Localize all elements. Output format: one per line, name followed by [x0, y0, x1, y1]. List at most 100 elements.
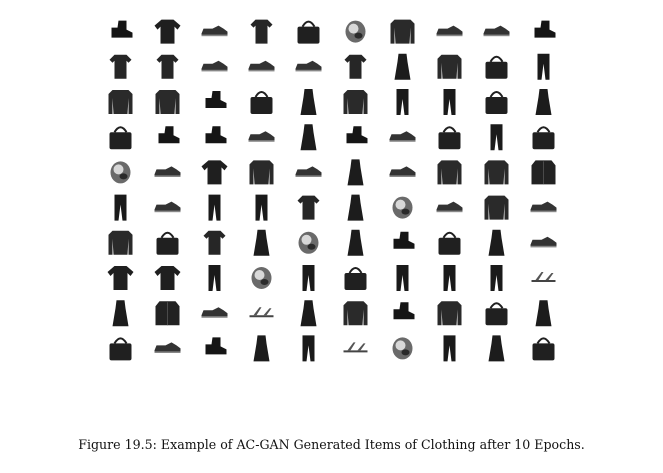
generated-pullover-image — [437, 160, 462, 185]
figure-caption: Figure 19.5: Example of AC-GAN Generated… — [78, 437, 585, 452]
generated-bag-image — [485, 91, 508, 114]
generated-trouser-image — [396, 89, 409, 115]
generated-sandal-image — [249, 307, 274, 318]
generated-sneaker-image — [295, 166, 322, 177]
generated-dress-image — [347, 194, 364, 221]
generated-boot-image — [205, 337, 227, 355]
generated-bag-image — [532, 126, 555, 150]
generated-dress-image — [253, 229, 270, 256]
generated-blurry-image — [392, 337, 413, 360]
generated-shirt-image — [201, 160, 228, 185]
generated-sneaker-image — [436, 25, 463, 37]
generated-top-image — [297, 195, 320, 220]
generated-pullover-image — [390, 19, 415, 44]
generated-top-image — [203, 230, 226, 255]
generated-dress-image — [253, 335, 270, 362]
generated-sneaker-image — [295, 60, 322, 72]
generated-pullover-image — [484, 195, 509, 220]
generated-coat-image — [155, 301, 180, 326]
generated-sneaker-image — [530, 201, 557, 213]
generated-top-image — [109, 54, 132, 79]
generated-sandal-image — [531, 272, 556, 282]
generated-boot-image — [346, 126, 368, 144]
generated-top-image — [344, 54, 367, 79]
generated-shirt-image — [154, 266, 181, 290]
generated-dress-image — [347, 159, 364, 186]
generated-bag-image — [532, 337, 555, 361]
generated-bag-image — [109, 126, 132, 150]
generated-bag-image — [297, 20, 320, 44]
generated-bag-image — [344, 267, 367, 290]
generated-clothing-grid — [107, 19, 557, 362]
generated-sneaker-image — [154, 166, 181, 177]
generated-sneaker-image — [248, 131, 275, 142]
generated-boot-image — [393, 302, 415, 320]
generated-bag-image — [156, 231, 179, 255]
generated-sneaker-image — [483, 25, 510, 37]
generated-pullover-image — [249, 160, 274, 185]
generated-trouser-image — [490, 124, 503, 151]
generated-sneaker-image — [154, 342, 181, 353]
generated-sandal-image — [343, 342, 368, 353]
generated-pullover-image — [437, 54, 462, 79]
generated-sneaker-image — [436, 201, 463, 213]
generated-trouser-image — [208, 194, 221, 221]
generated-sneaker-image — [201, 25, 228, 37]
generated-pullover-image — [108, 90, 133, 114]
generated-boot-image — [158, 126, 180, 144]
generated-shirt-image — [107, 266, 134, 290]
generated-pullover-image — [108, 230, 133, 255]
generated-trouser-image — [302, 335, 315, 362]
generated-sneaker-image — [530, 236, 557, 248]
generated-sneaker-image — [201, 307, 228, 318]
generated-shirt-image — [154, 19, 181, 44]
generated-dress-image — [300, 300, 317, 327]
generated-blurry-image — [251, 267, 272, 289]
generated-trouser-image — [443, 335, 456, 362]
generated-coat-image — [531, 160, 556, 185]
generated-trouser-image — [396, 265, 409, 291]
generated-blurry-image — [110, 161, 131, 184]
generated-pullover-image — [343, 90, 368, 114]
generated-trouser-image — [302, 265, 315, 291]
generated-sneaker-image — [248, 60, 275, 72]
generated-boot-image — [534, 20, 556, 38]
generated-top-image — [156, 54, 179, 79]
generated-trouser-image — [255, 194, 268, 221]
generated-bag-image — [109, 337, 132, 361]
generated-dress-image — [488, 229, 505, 256]
generated-sneaker-image — [154, 201, 181, 213]
generated-dress-image — [300, 124, 317, 151]
generated-bag-image — [438, 126, 461, 150]
generated-sneaker-image — [389, 166, 416, 177]
generated-sneaker-image — [389, 131, 416, 142]
generated-bag-image — [438, 231, 461, 255]
generated-boot-image — [205, 91, 227, 108]
generated-dress-image — [535, 89, 552, 115]
generated-dress-image — [535, 300, 552, 327]
generated-pullover-image — [484, 160, 509, 185]
generated-dress-image — [347, 229, 364, 256]
generated-bag-image — [250, 91, 273, 114]
generated-bag-image — [485, 55, 508, 79]
generated-trouser-image — [443, 265, 456, 291]
generated-trouser-image — [443, 89, 456, 115]
generated-pullover-image — [343, 301, 368, 326]
generated-boot-image — [111, 20, 133, 38]
generated-trouser-image — [114, 194, 127, 221]
generated-boot-image — [205, 126, 227, 144]
generated-dress-image — [488, 335, 505, 362]
generated-bag-image — [485, 302, 508, 326]
generated-blurry-image — [392, 196, 413, 219]
generated-blurry-image — [298, 231, 319, 254]
generated-dress-image — [394, 53, 411, 80]
generated-trouser-image — [537, 53, 550, 80]
generated-sneaker-image — [201, 60, 228, 72]
generated-dress-image — [300, 89, 317, 115]
generated-dress-image — [112, 300, 129, 327]
generated-trouser-image — [490, 265, 503, 291]
generated-trouser-image — [208, 265, 221, 291]
generated-pullover-image — [437, 301, 462, 326]
generated-boot-image — [393, 231, 415, 249]
